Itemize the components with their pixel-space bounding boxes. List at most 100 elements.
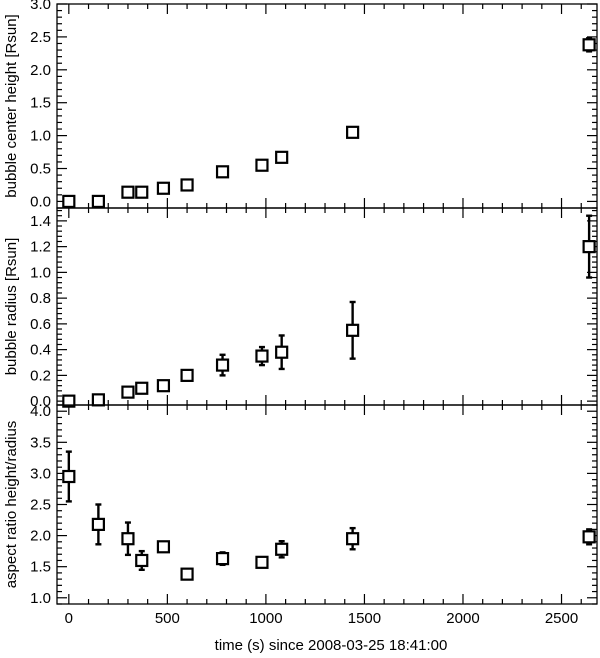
square-marker [135,381,149,395]
panel-frame [56,3,598,209]
chart-panels: 0.0 0.5 1.0 1.5 2.0 2.5 3.0 bubble center heigh… [3,0,598,607]
square-marker [582,38,596,52]
panel-2: 0.0 0.2 0.4 0.6 0.8 1.0 1.2 1.4 bubble radius [R… [3,207,598,410]
square-marker [180,368,194,382]
y-tick-label: 2.0 [30,528,51,545]
data-point [582,528,596,546]
data-point [91,393,105,407]
square-marker [255,158,269,172]
y-tick-label: 2.0 [30,62,51,79]
y-tick-label: 1.0 [30,128,51,145]
data-point [180,178,194,192]
y-tick-label: 0.0 [30,393,51,410]
square-marker [582,240,596,254]
data-point [62,194,76,209]
square-marker [255,555,269,569]
data-point [582,37,596,53]
y-axis-title: bubble center height [Rsun] [3,14,20,197]
y-tick-label: 2.5 [30,497,51,514]
panel-frame [56,207,598,406]
data-point [582,214,596,279]
panel-1: 0.0 0.5 1.0 1.5 2.0 2.5 3.0 bubble center heigh… [3,0,598,210]
y-tick-label: 3.0 [30,0,51,13]
y-tick-label: 0.4 [30,342,51,359]
square-marker [121,185,135,199]
y-tick-label: 1.5 [30,95,51,112]
y-tick-label: 0.6 [30,316,51,333]
data-point [180,567,194,581]
data-point [135,185,149,199]
data-point [156,540,171,554]
square-marker [156,181,171,195]
square-marker [135,185,149,199]
square-marker [275,345,289,359]
data-point [215,165,230,179]
x-axis: 0 500 1000 1500 2000 2500 [65,610,579,627]
x-tick-label: 0 [65,610,73,627]
data-point [255,555,269,569]
x-axis-title: time (s) since 2008-03-25 18:41:00 [215,637,448,654]
data-point [135,549,149,571]
square-marker [255,349,269,363]
square-marker [582,530,596,544]
data-point [346,526,360,551]
panel-3: 1.0 1.5 2.0 2.5 3.0 3.5 4.0 aspect ratio height… [3,403,598,607]
y-tick-label: 3.5 [30,434,51,451]
data-point [121,521,135,557]
square-marker [180,567,194,581]
square-marker [275,542,289,556]
data-point [275,539,289,559]
panel-frame [56,404,598,605]
data-point [91,503,105,546]
y-tick-label: 1.5 [30,559,51,576]
square-marker [346,532,360,546]
data-point [346,300,360,360]
y-tick-label: 2.5 [30,29,51,46]
y-axis-title: bubble radius [Rsun] [3,238,20,376]
square-marker [91,517,105,532]
data-point [121,385,135,399]
y-axis-title: aspect ratio height/radius [3,421,20,589]
data-point [156,379,171,393]
y-tick-label: 0.5 [30,161,51,178]
y-tick-label: 0.8 [30,290,51,307]
square-marker [62,469,76,484]
x-tick-label: 2500 [545,610,578,627]
data-point [255,158,269,172]
square-marker [121,532,135,546]
y-tick-label: 0.0 [30,193,51,210]
x-tick-label: 2000 [446,610,479,627]
square-marker [156,379,171,393]
square-marker [346,125,360,139]
data-point [180,368,194,382]
data-point [346,125,360,139]
y-tick-label: 3.0 [30,465,51,482]
data-point [135,381,149,395]
square-marker [215,358,230,372]
square-marker [180,178,194,192]
square-marker [215,165,230,179]
data-point [275,334,289,371]
data-point [91,194,105,209]
square-marker [156,540,171,554]
x-tick-label: 1000 [249,610,282,627]
data-point [275,150,289,164]
x-tick-label: 1500 [348,610,381,627]
square-marker [215,552,230,566]
square-marker [91,194,105,209]
square-marker [62,194,76,209]
square-marker [275,150,289,164]
square-marker [91,393,105,407]
data-point [255,345,269,367]
x-tick-label: 500 [155,610,180,627]
y-tick-label: 0.2 [30,367,51,384]
data-point [215,551,230,567]
square-marker [135,553,149,568]
data-point [215,353,230,377]
y-tick-label: 4.0 [30,403,51,420]
data-point [121,185,135,199]
y-tick-label: 1.4 [30,213,51,230]
y-tick-label: 1.2 [30,239,51,256]
square-marker [121,385,135,399]
